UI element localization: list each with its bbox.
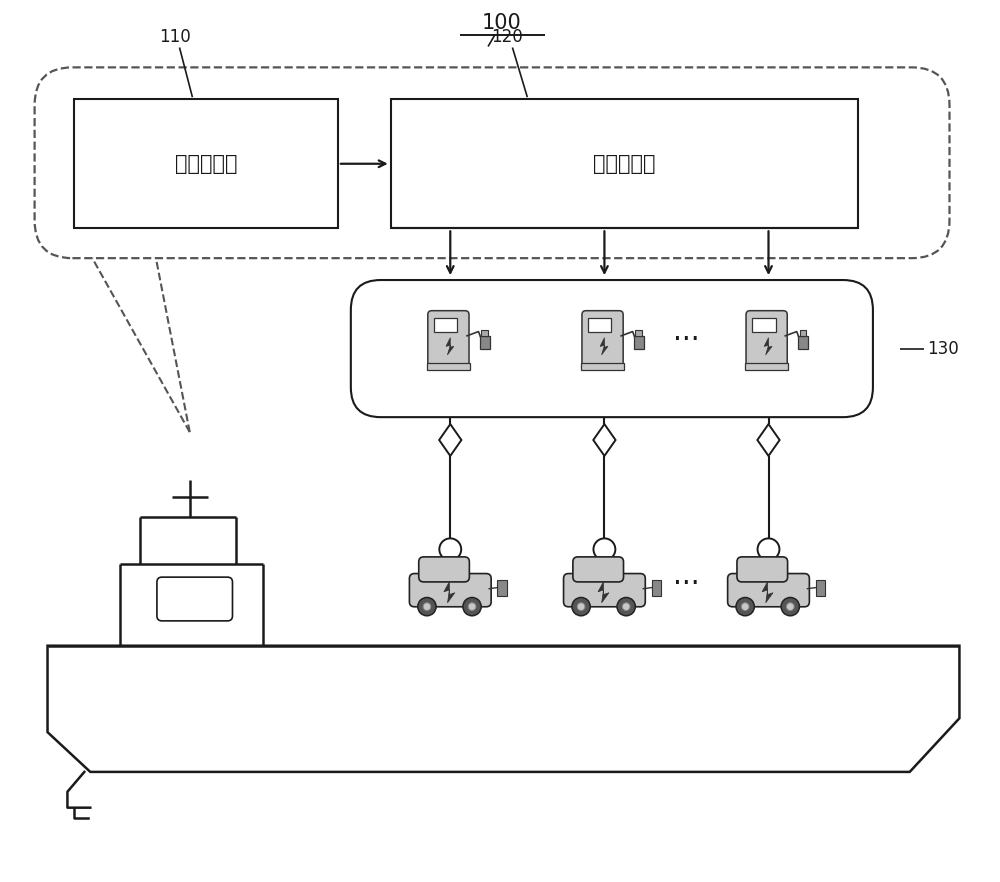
- Text: 110: 110: [159, 27, 190, 46]
- Polygon shape: [757, 424, 780, 456]
- Text: 130: 130: [928, 340, 959, 357]
- Bar: [581, 363, 624, 370]
- Polygon shape: [762, 582, 773, 602]
- Polygon shape: [598, 582, 609, 602]
- FancyBboxPatch shape: [428, 310, 469, 366]
- Circle shape: [463, 597, 481, 616]
- Bar: [752, 318, 776, 333]
- FancyBboxPatch shape: [746, 310, 787, 366]
- Circle shape: [577, 602, 585, 610]
- Bar: [635, 330, 642, 336]
- Circle shape: [786, 602, 794, 610]
- Polygon shape: [444, 582, 455, 602]
- Bar: [816, 579, 825, 596]
- Bar: [434, 318, 457, 333]
- Circle shape: [758, 538, 779, 560]
- Bar: [652, 579, 661, 596]
- Text: 电力管理部: 电力管理部: [175, 153, 237, 174]
- Circle shape: [736, 597, 754, 616]
- Circle shape: [617, 597, 635, 616]
- Polygon shape: [600, 338, 608, 355]
- Circle shape: [593, 538, 615, 560]
- Text: ···: ···: [673, 325, 700, 354]
- Text: 充电管理部: 充电管理部: [593, 153, 656, 174]
- Bar: [497, 579, 507, 596]
- Bar: [74, 99, 338, 228]
- Bar: [588, 318, 611, 333]
- Text: 100: 100: [482, 12, 522, 33]
- Circle shape: [781, 597, 799, 616]
- Polygon shape: [439, 424, 461, 456]
- Bar: [634, 336, 644, 348]
- Bar: [427, 363, 470, 370]
- Bar: [745, 363, 788, 370]
- Bar: [800, 330, 806, 336]
- FancyBboxPatch shape: [409, 573, 491, 607]
- FancyBboxPatch shape: [157, 577, 232, 621]
- Bar: [391, 99, 858, 228]
- Bar: [798, 336, 808, 348]
- FancyBboxPatch shape: [737, 557, 788, 582]
- Bar: [481, 330, 488, 336]
- FancyBboxPatch shape: [728, 573, 809, 607]
- Polygon shape: [764, 338, 772, 355]
- Polygon shape: [48, 646, 959, 772]
- Circle shape: [423, 602, 431, 610]
- Text: 120: 120: [492, 27, 523, 46]
- Circle shape: [622, 602, 630, 610]
- Polygon shape: [446, 338, 454, 355]
- Bar: [480, 336, 490, 348]
- FancyBboxPatch shape: [351, 280, 873, 417]
- Text: ···: ···: [673, 570, 700, 598]
- Circle shape: [741, 602, 749, 610]
- FancyBboxPatch shape: [419, 557, 469, 582]
- Circle shape: [572, 597, 590, 616]
- Circle shape: [439, 538, 461, 560]
- Circle shape: [418, 597, 436, 616]
- FancyBboxPatch shape: [573, 557, 624, 582]
- FancyBboxPatch shape: [582, 310, 623, 366]
- Polygon shape: [593, 424, 616, 456]
- FancyBboxPatch shape: [564, 573, 645, 607]
- Circle shape: [468, 602, 476, 610]
